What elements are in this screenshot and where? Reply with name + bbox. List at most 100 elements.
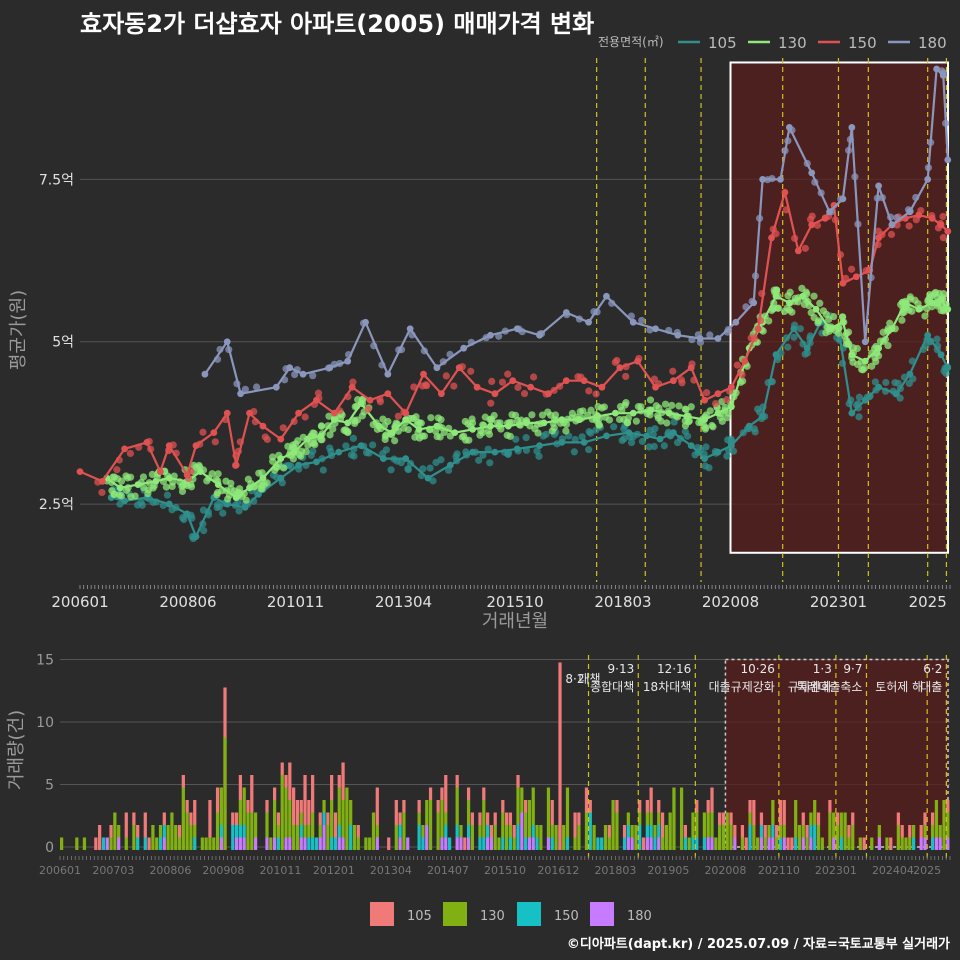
- series-point-105: [687, 442, 695, 450]
- series-point-105: [241, 503, 249, 511]
- volume-bar-180: [759, 837, 764, 850]
- volume-bar-150: [649, 825, 653, 838]
- volume-bar-150: [238, 825, 242, 838]
- volume-bar-130: [124, 837, 128, 850]
- trade-point: [785, 306, 794, 314]
- volume-bar-105: [428, 787, 433, 800]
- volume-bar-150: [759, 825, 764, 838]
- volume-y-tick-label: 0: [45, 840, 54, 856]
- volume-bar-105: [288, 762, 292, 800]
- volume-bar-105: [94, 837, 98, 850]
- volume-bar-105: [775, 825, 779, 838]
- policy-name-label: 토허제 해: [875, 680, 923, 694]
- trade-point: [195, 461, 203, 470]
- series-point-105: [714, 448, 722, 456]
- volume-bar-180: [485, 837, 490, 850]
- series-point-180: [223, 338, 231, 346]
- trade-point: [610, 423, 618, 431]
- volume-bar-130: [630, 825, 634, 838]
- series-point-150: [944, 227, 952, 235]
- series-point-105: [402, 455, 410, 463]
- volume-bar-180: [466, 837, 471, 850]
- policy-date-label: 1·3: [813, 662, 832, 676]
- volume-bar-130: [371, 812, 376, 850]
- series-point-150: [821, 214, 829, 222]
- volume-bar-130: [368, 837, 372, 850]
- volume-bar-130: [679, 787, 684, 850]
- series-point-130: [317, 432, 325, 440]
- series-point-180: [362, 318, 369, 326]
- series-point-150: [598, 383, 606, 391]
- series-point-180: [344, 357, 352, 365]
- volume-bar-130: [782, 825, 786, 838]
- volume-bar-150: [600, 837, 604, 850]
- trade-point: [568, 409, 576, 417]
- volume-bar-130: [565, 787, 570, 838]
- series-point-180: [201, 370, 209, 378]
- series-point-105: [906, 370, 914, 378]
- trade-point: [608, 299, 616, 307]
- volume-bar-105: [638, 800, 642, 813]
- series-point-150: [420, 370, 427, 378]
- volume-bar-105: [177, 825, 182, 838]
- volume-bar-130: [809, 812, 813, 825]
- series-point-150: [121, 445, 129, 453]
- volume-bar-130: [352, 825, 357, 850]
- volume-bar-180: [288, 837, 292, 850]
- trade-point: [199, 506, 208, 514]
- series-point-105: [513, 445, 521, 453]
- series-point-180: [777, 175, 784, 183]
- trade-point: [98, 488, 106, 497]
- volume-bar-130: [421, 825, 425, 838]
- price-x-tick-label: 200806: [159, 593, 216, 611]
- trade-point: [801, 244, 809, 252]
- series-point-105: [937, 351, 945, 359]
- volume-bar-130: [82, 837, 87, 850]
- series-point-150: [754, 325, 762, 333]
- volume-bar-180: [238, 837, 242, 850]
- series-point-130: [451, 429, 459, 437]
- series-point-180: [944, 156, 952, 164]
- volume-legend-label-150: 150: [554, 909, 579, 924]
- trade-point: [325, 412, 333, 420]
- series-point-130: [487, 422, 494, 430]
- volume-bar-130: [337, 787, 341, 825]
- volume-x-tick-label: 201011: [259, 864, 301, 877]
- volume-bar-105: [900, 825, 904, 838]
- series-point-180: [933, 65, 941, 73]
- series-point-130: [915, 305, 923, 313]
- volume-bar-105: [946, 800, 950, 813]
- volume-bar-130: [292, 825, 296, 850]
- price-y-axis-title: 평균가(원): [8, 290, 29, 370]
- volume-bar-105: [215, 787, 220, 813]
- volume-bar-150: [588, 812, 592, 850]
- series-point-180: [714, 335, 722, 342]
- volume-bar-130: [539, 825, 543, 850]
- trade-point: [520, 389, 529, 398]
- trade-point: [705, 464, 713, 472]
- volume-bar-105: [303, 775, 307, 825]
- trade-point: [512, 435, 520, 443]
- volume-bar-105: [482, 787, 486, 800]
- series-point-150: [156, 468, 164, 475]
- policy-name-label: 특례대출축소: [796, 680, 862, 694]
- trade-point: [819, 307, 828, 315]
- trade-point: [611, 358, 619, 366]
- trade-point: [859, 366, 867, 374]
- volume-bar-130: [117, 825, 121, 838]
- trade-point: [479, 451, 487, 459]
- trade-point: [224, 495, 232, 503]
- volume-bar-130: [797, 825, 802, 850]
- trade-point: [381, 435, 389, 444]
- volume-y-tick-label: 10: [36, 715, 54, 731]
- volume-bar-180: [877, 837, 881, 850]
- series-point-130: [576, 416, 584, 424]
- volume-y-tick-label: 15: [36, 653, 54, 669]
- volume-bar-105: [828, 800, 832, 813]
- trade-point: [235, 507, 243, 515]
- trade-point: [295, 451, 303, 459]
- volume-bar-105: [748, 800, 752, 813]
- volume-bar-130: [200, 837, 204, 850]
- volume-bar-105: [573, 812, 577, 838]
- trade-point: [506, 432, 514, 440]
